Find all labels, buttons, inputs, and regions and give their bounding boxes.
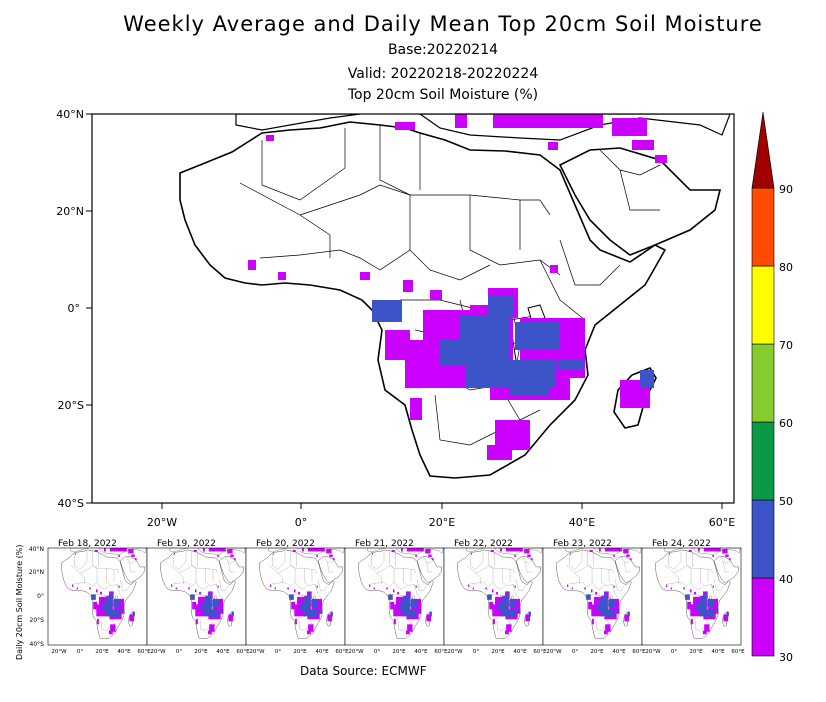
daily-lon-label: 20°W — [51, 649, 67, 655]
small-lat-label: 20°S — [30, 617, 45, 624]
small-lat-labels: 40°N 20°N 0° 20°S 40°S — [29, 546, 44, 648]
lat-label: 40°S — [58, 497, 84, 510]
colorbar: 30 40 50 60 70 80 90 — [751, 111, 793, 664]
daily-panel-date: Feb 18, 2022 — [58, 539, 117, 549]
daily-lon-label: 0° — [176, 649, 182, 655]
daily-lon-label: 40°E — [513, 649, 527, 655]
colorbar-label: 40 — [779, 573, 793, 586]
lat-label: 20°S — [58, 399, 84, 412]
daily-lon-label: 20°W — [546, 649, 562, 655]
daily-lon-label: 0° — [572, 649, 578, 655]
daily-lon-label: 0° — [77, 649, 83, 655]
daily-panel-date: Feb 24, 2022 — [652, 539, 711, 549]
daily-lon-label: 20°W — [348, 649, 364, 655]
daily-lon-label: 60°E — [137, 649, 151, 655]
colorbar-label: 30 — [779, 651, 793, 664]
base-date: Base:20220214 — [387, 42, 499, 58]
daily-lon-label: 20°E — [590, 649, 604, 655]
daily-lon-label: 60°E — [434, 649, 448, 655]
daily-lon-label: 0° — [374, 649, 380, 655]
daily-lon-label: 60°E — [335, 649, 349, 655]
daily-ylabel: Daily 20cm Soil Moisture (%) — [15, 545, 24, 660]
daily-lon-label: 60°E — [632, 649, 646, 655]
daily-lon-label: 60°E — [731, 649, 745, 655]
data-source: Data Source: ECMWF — [300, 664, 427, 678]
daily-panel-date: Feb 19, 2022 — [157, 539, 216, 549]
daily-lon-label: 40°E — [216, 649, 230, 655]
small-lat-label: 40°S — [30, 641, 45, 648]
units-label: Top 20cm Soil Moisture (%) — [347, 87, 539, 103]
daily-lon-label: 20°W — [150, 649, 166, 655]
daily-lon-label: 40°E — [117, 649, 131, 655]
daily-lon-label: 20°E — [95, 649, 109, 655]
lat-label: 40°N — [56, 108, 84, 121]
valid-range: Valid: 20220218-20220224 — [347, 66, 539, 82]
colorbar-label: 80 — [779, 261, 793, 274]
daily-panel-date: Feb 20, 2022 — [256, 539, 315, 549]
lon-label: 0° — [295, 516, 308, 529]
colorbar-segment — [751, 577, 775, 657]
daily-lon-label: 40°E — [711, 649, 725, 655]
daily-lon-label: 40°E — [414, 649, 428, 655]
daily-panel: Feb 19, 2022 20°W 0° 20°E 40°E 60°E — [146, 539, 250, 655]
colorbar-segment — [751, 499, 775, 579]
daily-panel: Feb 23, 2022 20°W 0° 20°E 40°E 60°E — [542, 539, 646, 655]
small-lat-label: 0° — [37, 593, 44, 600]
lon-label: 40°E — [569, 516, 595, 529]
daily-lon-label: 20°E — [689, 649, 703, 655]
colorbar-label: 50 — [779, 495, 793, 508]
daily-lon-label: 20°W — [645, 649, 661, 655]
colorbar-segment — [751, 421, 775, 501]
daily-panel: Feb 18, 2022 20°W 0° 20°E 40°E 60°E — [47, 539, 151, 655]
daily-lon-label: 20°E — [392, 649, 406, 655]
colorbar-label: 90 — [779, 183, 793, 196]
colorbar-label: 70 — [779, 339, 793, 352]
colorbar-segment — [751, 343, 775, 423]
daily-lon-label: 20°E — [293, 649, 307, 655]
daily-lon-label: 20°E — [491, 649, 505, 655]
daily-lon-label: 60°E — [236, 649, 250, 655]
lat-label: 20°N — [56, 205, 84, 218]
chart-title: Weekly Average and Daily Mean Top 20cm S… — [123, 12, 763, 36]
daily-panel: Feb 22, 2022 20°W 0° 20°E 40°E 60°E — [443, 539, 547, 655]
small-lat-label: 40°N — [29, 546, 44, 553]
daily-lon-label: 20°W — [447, 649, 463, 655]
colorbar-segment — [751, 265, 775, 345]
daily-panel-date: Feb 22, 2022 — [454, 539, 513, 549]
daily-panel-date: Feb 23, 2022 — [553, 539, 612, 549]
daily-lon-label: 40°E — [315, 649, 329, 655]
small-lat-label: 20°N — [29, 569, 44, 576]
daily-panel: Feb 20, 2022 20°W 0° 20°E 40°E 60°E — [245, 539, 349, 655]
daily-lon-label: 0° — [671, 649, 677, 655]
daily-lon-label: 0° — [275, 649, 281, 655]
daily-lon-label: 40°E — [612, 649, 626, 655]
daily-panel: Feb 21, 2022 20°W 0° 20°E 40°E 60°E — [344, 539, 448, 655]
daily-lon-label: 20°W — [249, 649, 265, 655]
lon-label: 20°W — [147, 516, 177, 529]
main-map: 40°N 20°N 0° 20°S 40°S 20°W 0° 20°E 40°E… — [56, 108, 735, 529]
colorbar-segment — [751, 187, 775, 267]
daily-lon-label: 0° — [473, 649, 479, 655]
daily-lon-label: 60°E — [533, 649, 547, 655]
daily-panel: Feb 24, 2022 20°W 0° 20°E 40°E 60°E — [641, 539, 745, 655]
lat-label: 0° — [68, 302, 81, 315]
lon-label: 60°E — [709, 516, 735, 529]
lon-label: 20°E — [429, 516, 455, 529]
colorbar-label: 60 — [779, 417, 793, 430]
daily-lon-label: 20°E — [194, 649, 208, 655]
daily-panel-date: Feb 21, 2022 — [355, 539, 414, 549]
colorbar-arrow — [751, 111, 775, 189]
